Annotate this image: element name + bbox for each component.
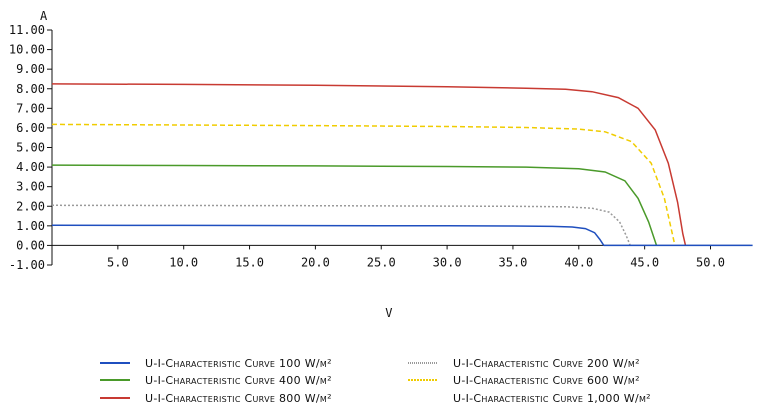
- y-tick-label: 1.00: [16, 219, 45, 233]
- y-tick-label: 11.00: [9, 23, 45, 37]
- y-tick-label: 0.00: [16, 238, 45, 252]
- y-tick-label: 7.00: [16, 101, 45, 115]
- y-tick-label: 6.00: [16, 121, 45, 135]
- y-axis-label: A: [40, 9, 48, 23]
- x-tick-label: 15.0: [235, 255, 264, 269]
- x-axis-label: V: [385, 306, 392, 320]
- y-tick-label: 9.00: [16, 62, 45, 76]
- x-tick-label: 25.0: [367, 255, 396, 269]
- legend-label: U-I-Characteristic Curve 200 W/m²: [453, 357, 640, 370]
- series-line-2: [51, 164, 658, 246]
- y-tick-label: -1.00: [9, 258, 45, 272]
- y-tick-label: 10.00: [9, 43, 45, 57]
- x-tick-label: 40.0: [564, 255, 593, 269]
- legend: U-I-Characteristic Curve 100 W/m² U-I-Cha…: [100, 357, 651, 405]
- x-tick-label: 10.0: [169, 255, 198, 269]
- y-tick-label: 5.00: [16, 141, 45, 155]
- x-tick-label: 35.0: [498, 255, 527, 269]
- y-tick-label: 3.00: [16, 180, 45, 194]
- series-line-0: [51, 224, 605, 246]
- series-line-4: [51, 83, 687, 246]
- legend-label: U-I-Characteristic Curve 600 W/m²: [453, 374, 640, 387]
- series-line-1: [51, 204, 631, 246]
- y-tick-label: 4.00: [16, 160, 45, 174]
- x-tick-label: 50.0: [696, 255, 725, 269]
- legend-label: U-I-Characteristic Curve 1,000 W/m²: [453, 392, 651, 405]
- x-tick-label: 30.0: [433, 255, 462, 269]
- legend-label: U-I-Characteristic Curve 100 W/m²: [145, 357, 332, 370]
- series-line-3: [51, 123, 676, 246]
- y-tick-label: 2.00: [16, 199, 45, 213]
- x-tick-label: 45.0: [630, 255, 659, 269]
- x-ticks: 5.0 10.0 15.0 20.0 25.0 30.0 35.0 40.0 45.0 50.0: [107, 245, 725, 269]
- series-lines: [51, 83, 753, 247]
- x-tick-label: 20.0: [301, 255, 330, 269]
- plot-area: 11.00 10.00 9.00 8.00 7.00 6.00 5.00 4.00 3.00 2.…: [9, 23, 753, 272]
- y-ticks: 11.00 10.00 9.00 8.00 7.00 6.00 5.00 4.00 3.00 2.…: [9, 23, 52, 272]
- y-tick-label: 8.00: [16, 82, 45, 96]
- legend-label: U-I-Characteristic Curve 400 W/m²: [145, 374, 332, 387]
- x-tick-label: 5.0: [107, 255, 129, 269]
- legend-label: U-I-Characteristic Curve 800 W/m²: [145, 392, 332, 405]
